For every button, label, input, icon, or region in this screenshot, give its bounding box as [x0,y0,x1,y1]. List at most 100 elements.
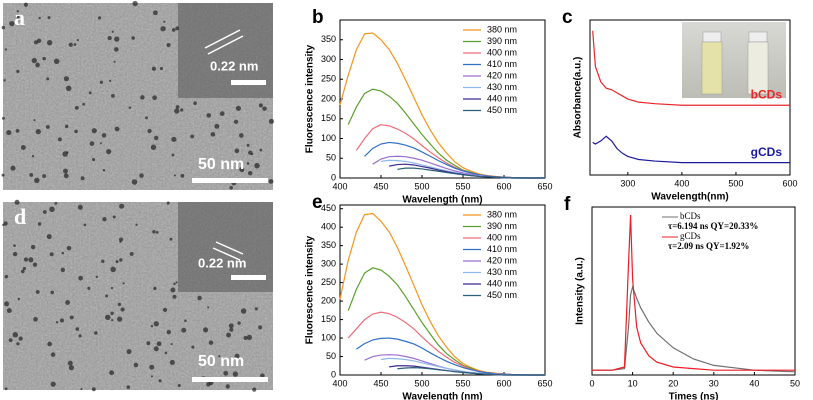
legend-label: 410 nm [487,59,517,69]
particle [4,48,7,51]
particle [73,43,77,47]
particle [67,360,73,366]
particle [159,66,164,71]
particle [193,101,197,106]
particle [223,370,229,376]
particle [88,91,92,95]
particle [63,168,68,174]
photo-background [682,22,786,98]
tem-image-a: a 0.22 nm 50 nm [1,0,274,190]
particle [53,58,60,65]
particle [34,177,40,184]
particle [197,295,202,301]
plot-frame [589,19,791,176]
particle [16,69,20,73]
particle [55,321,59,324]
particle [74,129,78,134]
particle [166,201,170,205]
vial [701,41,723,95]
panel-label: a [14,5,25,30]
particle [61,251,65,255]
particle [31,57,37,64]
particle [76,39,79,42]
particle [111,30,114,33]
particle [68,365,74,371]
particle [28,257,34,263]
particle [66,151,69,154]
particle [1,173,5,177]
particle [151,66,156,71]
legend-label: bCDs [680,211,701,221]
y-tick-label: 200 [321,93,336,103]
tem-image-d: d 0.22 nm 50 nm [2,199,273,392]
particle [33,119,36,122]
y-tick-label: 100 [321,133,336,143]
y-tick-label: 0 [331,369,336,379]
particle [191,345,195,349]
particle [152,95,157,101]
particle [155,230,159,234]
series-line [592,135,790,164]
particle [169,359,175,366]
particle [89,141,95,146]
particle [258,325,263,330]
legend-label: 420 nm [487,70,517,80]
particle [59,318,64,323]
particle [35,290,40,294]
x-tick-label: 50 [790,378,800,388]
particle [246,334,253,340]
particle [33,316,38,322]
y-tick-label: 350 [321,34,336,44]
particle [14,199,20,205]
annotation: τ=2.09 ns QY=1.92% [668,241,749,251]
particle [126,349,132,355]
particle [110,266,116,273]
scale-label: 50 nm [198,353,244,370]
particle [109,79,112,82]
particle [69,315,74,320]
particle [78,334,82,338]
particle [268,179,274,184]
particle [102,169,106,172]
particle [198,166,202,169]
panel-label: c [562,7,573,28]
scale-label: 50 nm [198,156,244,173]
particle [171,136,177,142]
lattice-label: 0.22 nm [210,58,258,73]
x-tick-label: 400 [332,378,347,388]
particle [173,282,176,286]
particle [119,237,124,242]
lattice-line [207,35,244,55]
x-tick-label: 650 [537,378,552,388]
particle [237,321,241,325]
particle [32,262,38,267]
particle [228,323,234,329]
x-axis-label: Wavelength (nm) [402,195,482,206]
legend-label: gCDs [680,231,701,241]
particle [252,387,257,392]
y-tick-label: 300 [321,54,336,64]
panel-label: e [312,192,323,213]
particle [219,111,225,116]
particle [131,36,135,40]
particle [166,329,172,335]
legend-label: 380 nm [487,24,517,34]
particle [131,179,138,185]
lattice-label: 0.22 nm [198,255,246,270]
lattice-line [215,241,244,255]
particle [60,267,66,273]
particle [83,223,87,227]
particle [180,173,185,178]
particle [80,387,83,391]
particle [259,148,263,152]
series-line [592,284,796,373]
y-axis-label: Absorbance(a.u.) [573,57,584,139]
particle [94,331,98,335]
series-label: gCDs [751,145,783,159]
x-tick-label: 400 [674,178,689,188]
particle [229,186,233,190]
particle [243,336,248,340]
particle [254,307,258,311]
x-tick-label: 10 [628,378,638,388]
particle [153,346,159,352]
